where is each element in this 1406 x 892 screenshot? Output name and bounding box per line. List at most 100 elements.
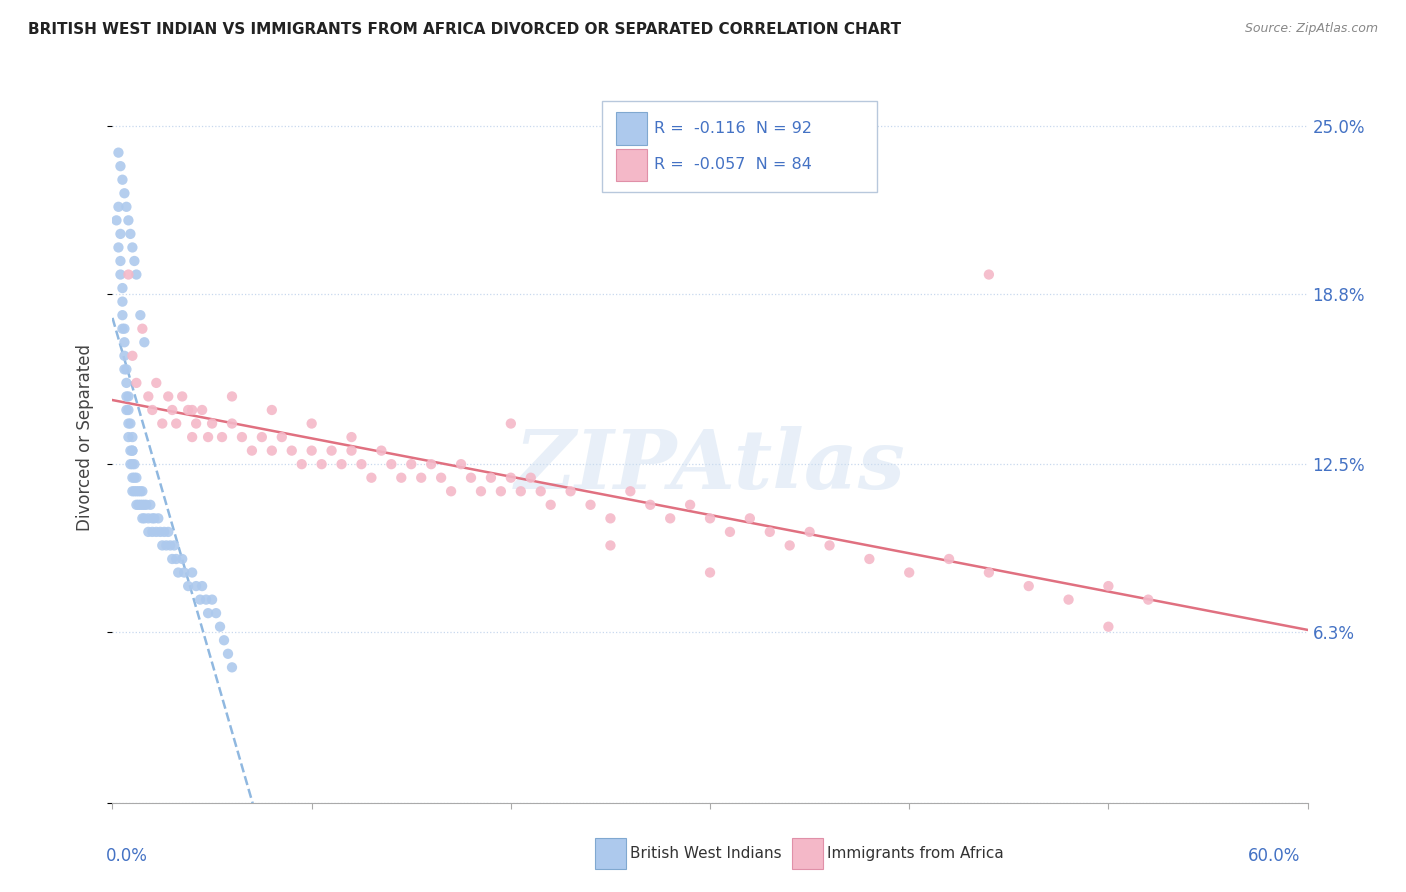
Point [111,322,134,336]
Point [115,389,138,403]
Point [110,227,132,241]
Point [938,552,960,566]
Point [311,457,333,471]
Point [125,471,148,485]
Point [129,498,152,512]
Point [107,145,129,160]
Point [153,524,176,539]
Y-axis label: Divorced or Separated: Divorced or Separated [76,343,94,531]
Point [560,484,582,499]
Point [131,484,153,499]
Point [291,457,314,471]
Point [1018,579,1040,593]
Point [231,430,253,444]
Point [172,389,194,403]
Point [138,524,160,539]
Point [124,484,146,499]
Point [599,538,621,552]
Point [250,430,273,444]
Point [1137,592,1160,607]
Point [977,566,1000,580]
Point [818,538,841,552]
Point [1097,579,1119,593]
Text: R =  -0.057  N = 84: R = -0.057 N = 84 [654,158,811,172]
Point [1057,592,1080,607]
Point [157,524,180,539]
Point [350,457,373,471]
Point [115,200,138,214]
Point [172,552,194,566]
Point [163,538,186,552]
Point [281,443,304,458]
Point [167,566,190,580]
FancyBboxPatch shape [616,149,647,181]
Point [155,538,177,552]
Point [115,376,138,390]
Point [121,349,143,363]
Point [699,566,721,580]
Point [977,268,1000,282]
Point [197,430,219,444]
Point [699,511,721,525]
Point [759,524,782,539]
Point [470,484,492,499]
Point [370,443,392,458]
Point [129,484,152,499]
Point [110,159,132,173]
Point [440,484,463,499]
Point [221,660,243,674]
Point [107,200,129,214]
Point [450,457,472,471]
FancyBboxPatch shape [603,101,877,192]
Point [799,524,821,539]
Point [197,606,219,620]
Point [430,471,453,485]
Point [221,389,243,403]
Point [858,552,880,566]
Point [389,471,412,485]
Point [340,443,363,458]
Point [659,511,682,525]
Point [141,524,163,539]
Text: R =  -0.116  N = 92: R = -0.116 N = 92 [654,121,811,136]
Point [599,511,621,525]
Point [145,376,167,390]
Point [114,335,135,350]
Point [111,172,134,186]
Point [121,430,143,444]
Point [127,498,149,512]
Point [162,552,183,566]
Point [141,403,163,417]
Text: BRITISH WEST INDIAN VS IMMIGRANTS FROM AFRICA DIVORCED OR SEPARATED CORRELATION : BRITISH WEST INDIAN VS IMMIGRANTS FROM A… [28,22,901,37]
Point [186,417,208,431]
Point [125,498,148,512]
Point [114,362,135,376]
Point [120,443,142,458]
Point [181,566,204,580]
Point [131,498,153,512]
Point [120,417,142,431]
Point [114,186,135,201]
Point [117,430,139,444]
Point [509,484,531,499]
Point [125,484,148,499]
Point [177,403,200,417]
Point [159,538,181,552]
Point [380,457,402,471]
Point [217,647,239,661]
Point [115,362,138,376]
Point [117,268,139,282]
Point [110,268,132,282]
Point [718,524,741,539]
Point [114,322,135,336]
Text: Immigrants from Africa: Immigrants from Africa [827,847,1004,861]
Point [301,443,323,458]
Text: ZIPAtlas: ZIPAtlas [515,426,905,507]
Point [134,498,156,512]
Point [114,349,135,363]
Point [134,335,156,350]
FancyBboxPatch shape [616,112,647,145]
Point [138,511,160,525]
Point [212,633,235,648]
Point [460,471,482,485]
